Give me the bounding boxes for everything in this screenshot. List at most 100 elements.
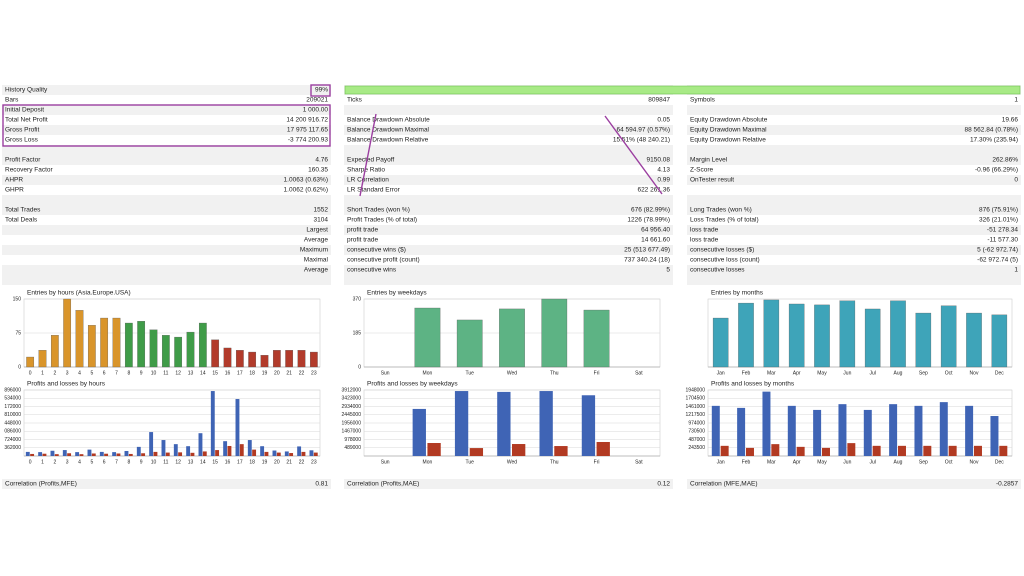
- x-tick-label: 15: [212, 459, 218, 465]
- history-quality-bar: [344, 85, 1021, 95]
- x-tick-label: 8: [127, 370, 130, 376]
- x-tick-label: Jun: [843, 459, 851, 465]
- x-tick-label: May: [817, 459, 827, 465]
- bar: [42, 453, 47, 456]
- row-value: 3104: [314, 217, 329, 224]
- y-tick-label: 370: [353, 296, 362, 302]
- row-label: Average: [304, 267, 328, 274]
- row-value: 15.51% (48 240.21): [613, 137, 670, 144]
- spacer-row: [2, 275, 331, 285]
- row-label: Sharpe Ratio: [347, 167, 385, 174]
- row-label: Short Trades (won %): [347, 207, 410, 214]
- bar: [469, 448, 484, 456]
- row-value: 17 975 117.65: [287, 127, 328, 134]
- row-background: [2, 105, 331, 115]
- bar: [248, 351, 257, 368]
- bar: [67, 453, 72, 456]
- bar: [914, 405, 923, 456]
- x-tick-label: Feb: [742, 370, 751, 376]
- y-tick-label: 1956000: [342, 420, 362, 426]
- spacer-row: [2, 195, 331, 205]
- bar: [161, 440, 166, 456]
- bar: [198, 433, 203, 456]
- y-tick-label: 1704500: [686, 396, 706, 402]
- bar: [285, 350, 294, 368]
- row-background: [344, 165, 673, 175]
- bar: [720, 445, 729, 456]
- spacer-row: [344, 145, 673, 155]
- row-label: consecutive profit (count): [347, 257, 420, 264]
- x-tick-label: 13: [188, 370, 194, 376]
- row-background: [687, 115, 1021, 125]
- row-value: 9150.08: [647, 157, 671, 164]
- row-background: [344, 479, 673, 489]
- row-value: -62 972.74 (5): [977, 257, 1018, 264]
- bar: [112, 452, 117, 456]
- plot-area: [707, 298, 1013, 368]
- row-label: Maximum: [300, 247, 328, 254]
- x-tick-label: Nov: [970, 370, 979, 376]
- row-value: 0.81: [315, 481, 328, 488]
- y-tick-label: 243500: [688, 445, 705, 451]
- x-tick-label: Jul: [869, 370, 875, 376]
- row-background: [344, 115, 673, 125]
- chart-title: Profits and losses by hours: [27, 381, 106, 388]
- bar: [202, 451, 207, 456]
- row-value: 1: [1014, 267, 1018, 274]
- annotation-line: [604, 115, 663, 195]
- spacer-row: [2, 145, 331, 155]
- y-tick-label: 489000: [344, 445, 361, 451]
- row-value: 25 (513 677.49): [624, 247, 670, 254]
- x-tick-label: 18: [249, 370, 255, 376]
- bar: [104, 453, 109, 456]
- bar: [149, 432, 154, 456]
- x-tick-label: 18: [249, 459, 255, 465]
- bar: [915, 312, 932, 368]
- row-background: [344, 205, 673, 215]
- row-value: 17.30% (235.94): [970, 137, 1018, 144]
- x-tick-label: Oct: [945, 459, 953, 465]
- y-tick-label: 1467000: [342, 429, 362, 435]
- row-background: [2, 245, 331, 255]
- y-tick-label: 896000: [4, 387, 21, 393]
- bar: [174, 336, 183, 368]
- row-label: Margin Level: [690, 157, 728, 164]
- row-label: Balance Drawdown Maximal: [347, 127, 430, 134]
- x-tick-label: Jan: [717, 370, 725, 376]
- y-tick-label: 1217500: [686, 412, 706, 418]
- x-tick-label: 3: [66, 459, 69, 465]
- x-tick-label: Oct: [945, 370, 953, 376]
- annotation-line: [359, 113, 377, 197]
- x-tick-label: 21: [286, 459, 292, 465]
- row-background: [2, 115, 331, 125]
- chart-title: Entries by weekdays: [367, 290, 427, 297]
- row-label: Recovery Factor: [5, 167, 54, 174]
- x-tick-label: 6: [103, 370, 106, 376]
- row-value: 1 000.00: [303, 107, 329, 114]
- bar: [284, 451, 289, 456]
- bar: [763, 299, 780, 368]
- x-tick-label: 11: [163, 370, 168, 376]
- row-value: 1: [1014, 97, 1018, 104]
- x-tick-label: Thu: [550, 370, 559, 376]
- bar: [186, 446, 191, 456]
- bar: [787, 405, 796, 456]
- row-background: [2, 215, 331, 225]
- spacer-row: [687, 145, 1021, 155]
- bar: [272, 450, 277, 456]
- bar: [165, 452, 170, 456]
- row-background: [344, 155, 673, 165]
- row-label: Maximal: [304, 257, 329, 264]
- x-tick-label: May: [817, 370, 827, 376]
- bar: [738, 302, 754, 368]
- x-tick-label: 17: [237, 370, 243, 376]
- spacer-row: [687, 275, 1021, 285]
- bar: [814, 304, 830, 368]
- x-tick-label: 19: [262, 370, 268, 376]
- x-tick-label: Wed: [507, 459, 517, 465]
- y-tick-label: 810000: [4, 412, 21, 418]
- bar: [210, 391, 215, 456]
- x-tick-label: 20: [274, 459, 280, 465]
- row-background: [2, 255, 331, 265]
- row-label: consecutive losses ($): [690, 247, 754, 254]
